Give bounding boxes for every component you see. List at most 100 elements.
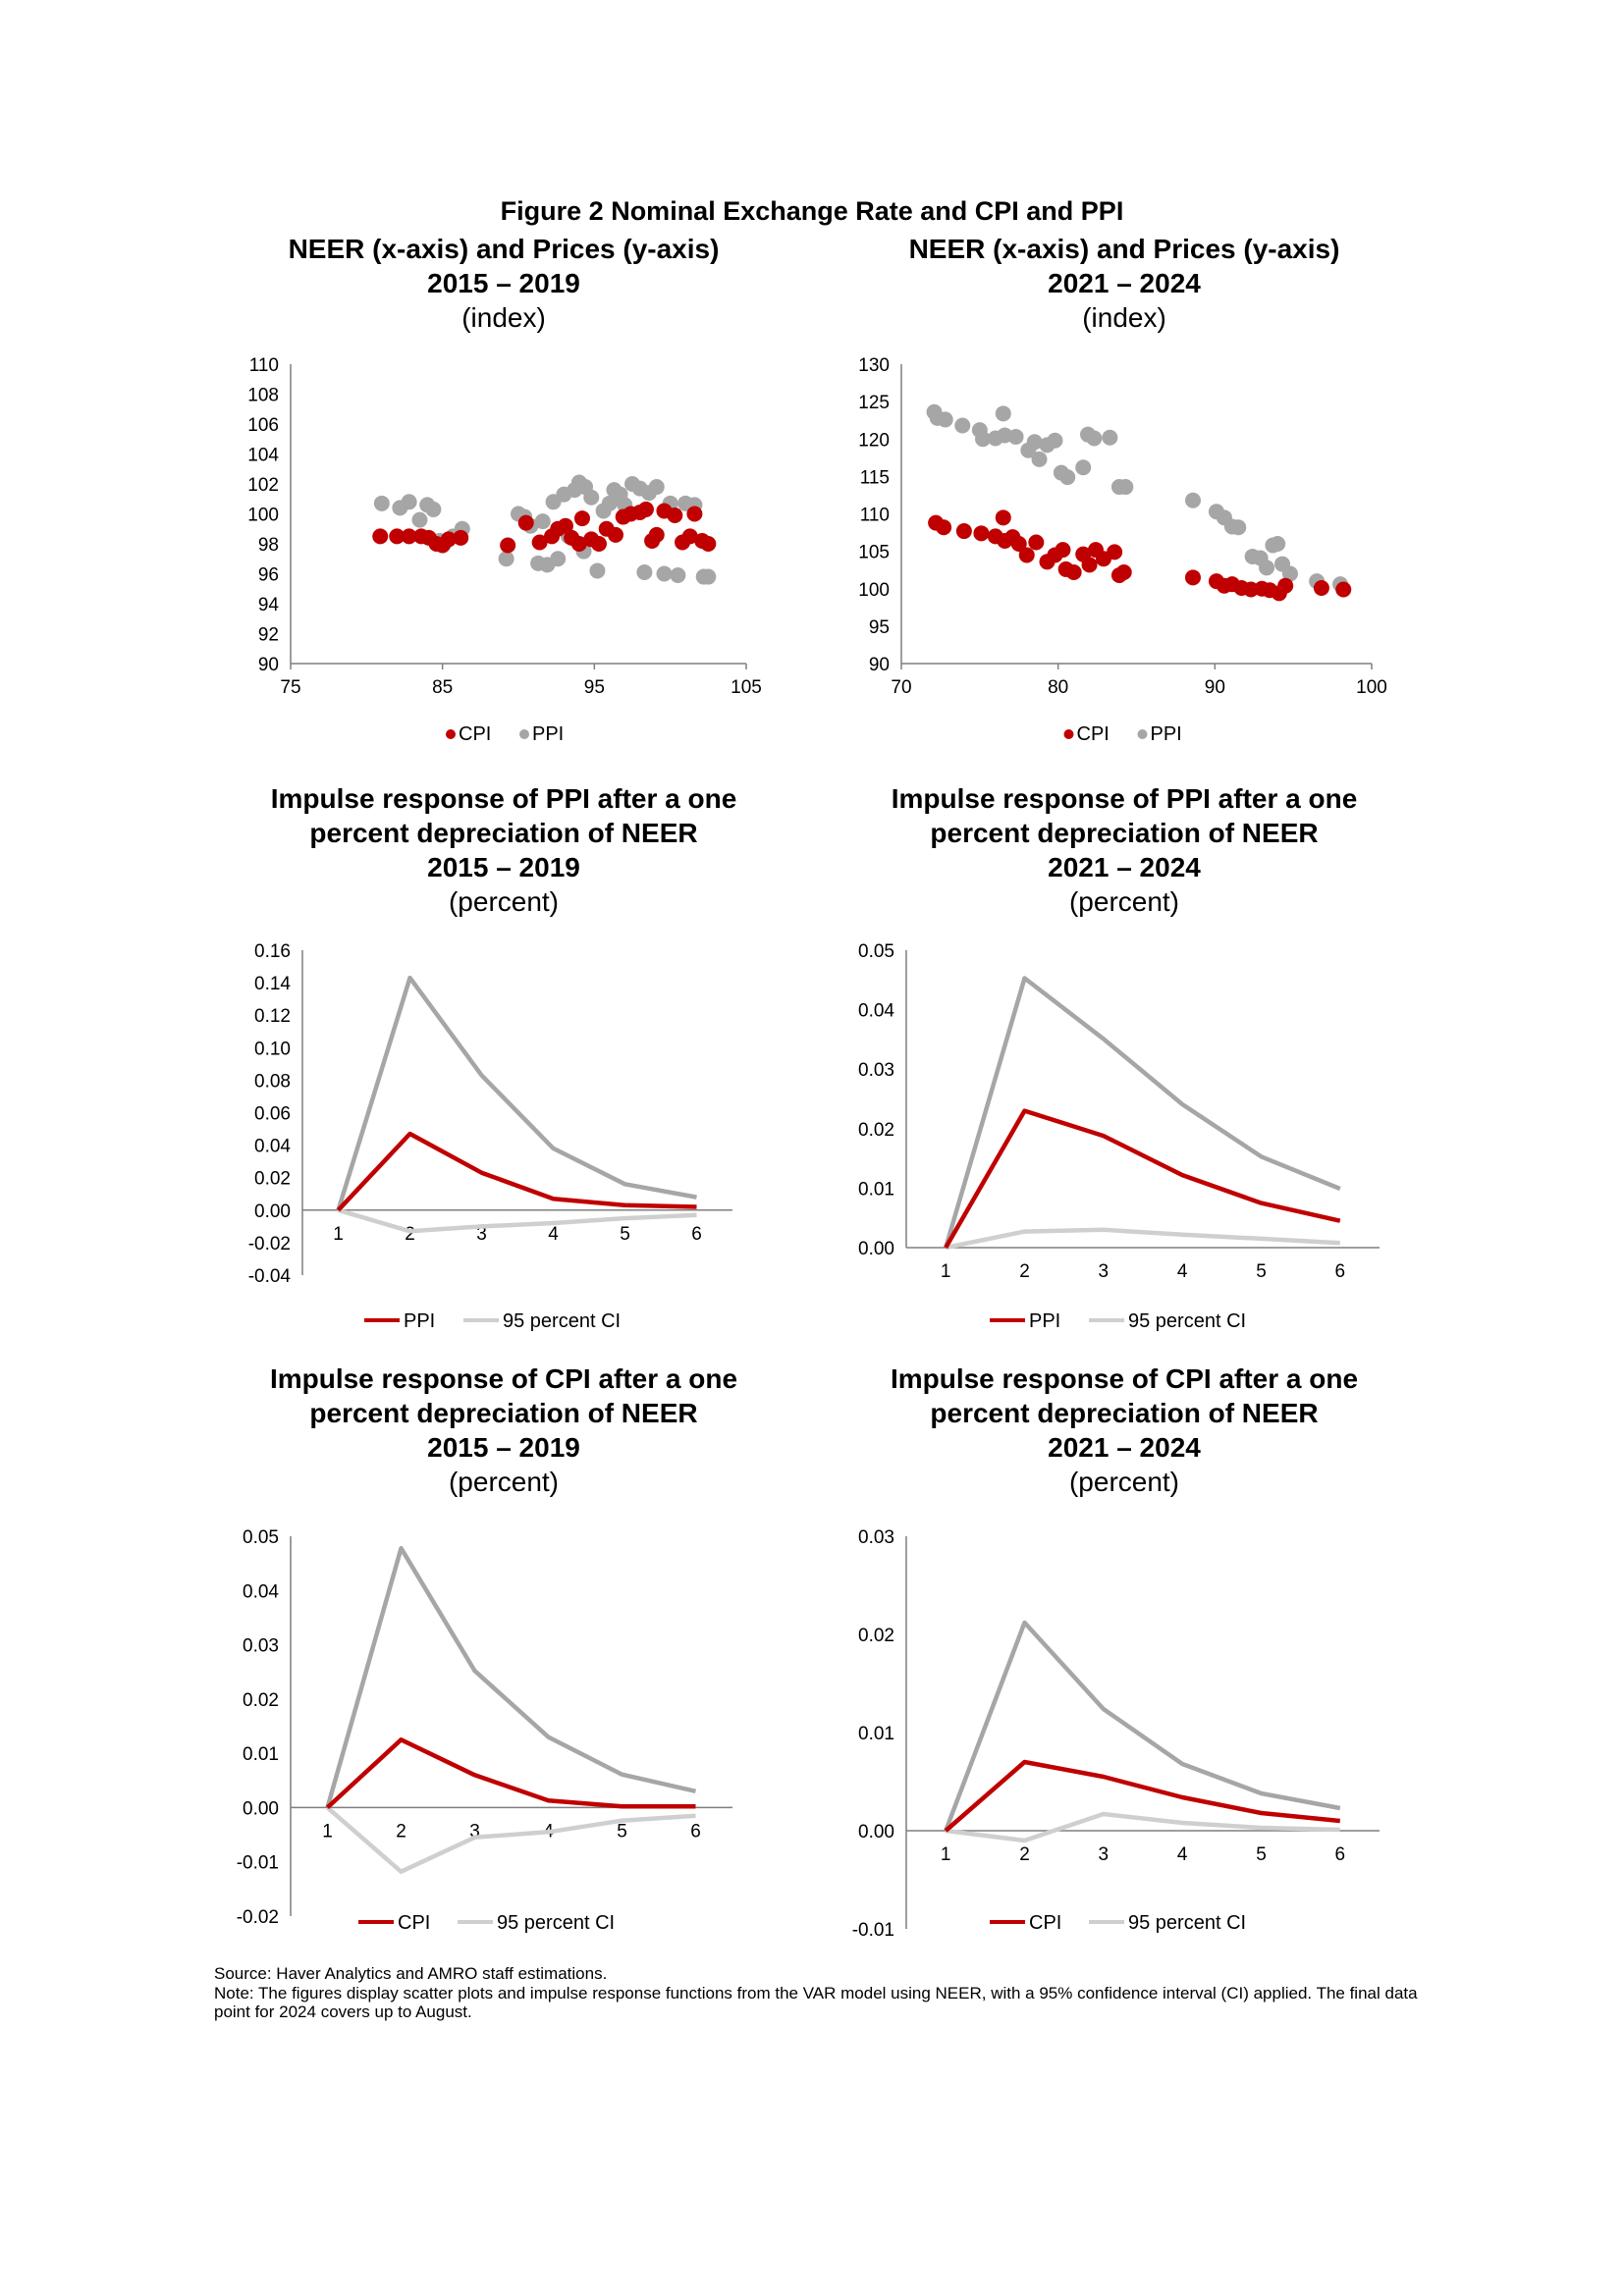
ppi-point xyxy=(1031,451,1048,467)
y-tick-label: 0.08 xyxy=(254,1071,291,1092)
ppi-point xyxy=(636,563,653,580)
legend-label: CPI xyxy=(398,1912,430,1934)
panel-unit: (percent) xyxy=(448,886,560,917)
ppi-point xyxy=(670,567,686,584)
y-tick-label: 0.00 xyxy=(858,1822,894,1842)
y-tick-label: 0.00 xyxy=(254,1201,291,1222)
panel-title-line: 2015 – 2019 xyxy=(427,852,580,882)
cpi-point xyxy=(1065,563,1082,580)
x-tick-label: 70 xyxy=(891,677,911,698)
ppi-point xyxy=(995,405,1011,422)
cpi-point xyxy=(1081,557,1098,573)
y-tick-label: 92 xyxy=(258,625,279,646)
y-tick-label: -0.01 xyxy=(237,1853,279,1874)
ppi-point xyxy=(1259,560,1275,576)
panel-ppi-irf-2021-2024: Impulse response of PPI after a one perc… xyxy=(781,781,1468,1341)
ci-lower-line xyxy=(326,1805,696,1874)
x-tick-label: 1 xyxy=(333,1224,344,1245)
source-note: Source: Haver Analytics and AMRO staff e… xyxy=(214,1964,608,1983)
cpi-point xyxy=(590,536,607,552)
ci-lower-line xyxy=(945,1227,1340,1251)
cpi-line xyxy=(944,1759,1341,1833)
panel-scatter-2021-2024: NEER (x-axis) and Prices (y-axis) 2021 –… xyxy=(781,232,1468,762)
panel-title-line: percent depreciation of NEER xyxy=(309,1398,698,1428)
y-tick-label: 0.02 xyxy=(243,1690,279,1711)
panel-title-line: Impulse response of CPI after a one xyxy=(269,1363,738,1394)
scatter-chart-2015-2019: 90 92 94 96 98 100 102 104 106 108 110 75 85 95 105 CPI… xyxy=(247,355,762,745)
cpi-point xyxy=(1115,563,1132,580)
footnote: Note: The figures display scatter plots … xyxy=(214,1984,1418,2021)
y-tick-label: 102 xyxy=(247,475,279,496)
y-tick-label: -0.04 xyxy=(248,1266,292,1287)
y-tick-label: 100 xyxy=(858,580,890,601)
y-tick-label: -0.02 xyxy=(248,1234,291,1255)
panel-ppi-irf-2015-2019: Impulse response of PPI after a one perc… xyxy=(160,781,847,1341)
y-tick-label: 0.02 xyxy=(858,1120,894,1141)
panel-title-line: NEER (x-axis) and Prices (y-axis) xyxy=(908,234,1340,264)
cpi-point xyxy=(389,528,406,545)
x-tick-label: 4 xyxy=(548,1224,559,1245)
y-tick-label: 0.00 xyxy=(858,1239,894,1259)
panel-title-line: Impulse response of PPI after a one xyxy=(270,783,737,814)
legend-marker xyxy=(1063,729,1074,739)
x-tick-label: 3 xyxy=(476,1224,487,1245)
ppi-point xyxy=(1102,429,1118,446)
ppi-point xyxy=(1117,479,1134,496)
x-tick-label: 105 xyxy=(731,677,762,698)
ppi-point xyxy=(589,562,606,579)
ppi-line xyxy=(336,1131,697,1212)
ppi-point xyxy=(1086,430,1103,447)
ppi-point xyxy=(1230,519,1247,536)
x-tick-label: 6 xyxy=(690,1821,701,1842)
x-tick-label: 2 xyxy=(396,1821,406,1842)
y-tick-label: 106 xyxy=(247,415,279,436)
ppi-point xyxy=(954,417,971,434)
y-tick-label: 0.00 xyxy=(243,1798,279,1819)
legend-label: 95 percent CI xyxy=(497,1912,615,1934)
y-tick-label: 96 xyxy=(258,565,279,586)
ppi-point xyxy=(411,511,428,528)
panel-title-line: Impulse response of CPI after a one xyxy=(890,1363,1359,1394)
cpi-point xyxy=(1335,581,1352,598)
panel-title-line: 2021 – 2024 xyxy=(1048,1432,1201,1463)
ppi-point xyxy=(601,495,618,511)
ppi-point xyxy=(1184,492,1201,508)
y-tick-label: 0.01 xyxy=(858,1724,894,1744)
y-tick-label: 0.04 xyxy=(254,1137,291,1157)
y-tick-label: 125 xyxy=(858,393,890,413)
legend-label: 95 percent CI xyxy=(1128,1912,1246,1934)
panel-title-line: 2015 – 2019 xyxy=(427,1432,580,1463)
y-tick-label: 100 xyxy=(247,506,279,526)
cpi-point xyxy=(637,501,654,517)
x-tick-label: 85 xyxy=(432,677,453,698)
ppi-point xyxy=(1007,428,1024,445)
ppi-point xyxy=(1075,459,1092,476)
cpi-point xyxy=(372,528,389,545)
ci-lower-line xyxy=(945,1811,1340,1843)
x-tick-label: 100 xyxy=(1356,677,1387,698)
scatter-chart-2021-2024: 90 95 100 105 110 115 120 125 130 70 80 90 100 CPI PPI xyxy=(858,355,1387,745)
cpi-irf-chart-2021-2024: -0.01 0.00 0.01 0.02 0.03 1 2 3 4 5 6 CPI 95 percent… xyxy=(852,1527,1380,1936)
y-tick-label: 0.06 xyxy=(254,1104,291,1125)
y-tick-label: 90 xyxy=(258,655,279,675)
ppi-point xyxy=(550,551,567,567)
legend-marker xyxy=(519,729,529,739)
cpi-point xyxy=(648,526,665,543)
ppi-point xyxy=(401,494,417,510)
y-tick-label: 0.04 xyxy=(243,1581,279,1602)
y-tick-label: 104 xyxy=(247,446,279,466)
ppi-irf-chart-2021-2024: 0.00 0.01 0.02 0.03 0.04 0.05 1 2 3 4 5 6 PPI 95 perc… xyxy=(858,941,1380,1332)
y-tick-label: 0.04 xyxy=(858,1001,894,1022)
panel-title-line: percent depreciation of NEER xyxy=(309,818,698,848)
y-tick-label: 110 xyxy=(860,506,890,526)
x-tick-label: 4 xyxy=(1177,1844,1188,1865)
panel-title-line: NEER (x-axis) and Prices (y-axis) xyxy=(288,234,720,264)
cpi-point xyxy=(573,510,590,527)
ci-upper-line xyxy=(325,1545,697,1809)
legend-label: CPI xyxy=(1077,723,1110,745)
panel-title-line: percent depreciation of NEER xyxy=(930,818,1319,848)
x-tick-label: 90 xyxy=(1205,677,1225,698)
cpi-point xyxy=(440,531,457,548)
cpi-point xyxy=(570,536,587,552)
x-tick-label: 2 xyxy=(405,1224,415,1245)
